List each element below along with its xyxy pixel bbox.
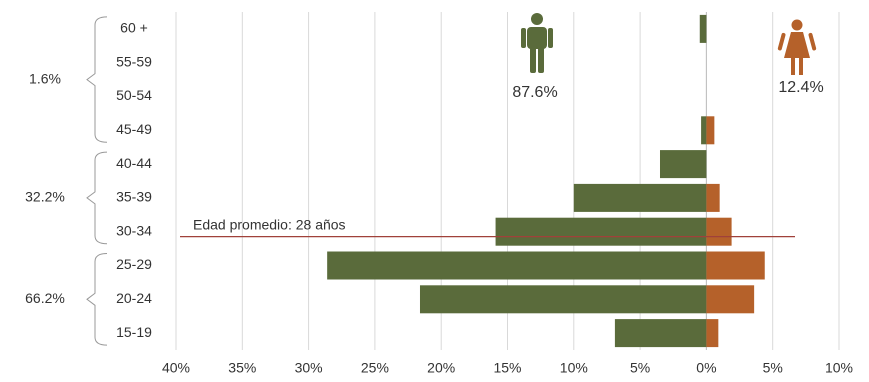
x-tick-label: 20% <box>427 360 455 376</box>
bar <box>706 183 720 212</box>
x-tick-label: 25% <box>361 360 389 376</box>
y-tick-label: 45-49 <box>116 121 152 137</box>
bar <box>327 251 707 280</box>
y-tick-label: 25-29 <box>116 256 152 272</box>
y-tick-label: 60 + <box>120 20 148 36</box>
female-icon <box>777 19 817 75</box>
male-share: 87.6% <box>512 84 557 101</box>
x-tick-label: 5% <box>763 360 783 376</box>
bar <box>701 116 707 145</box>
y-tick-label: 35-39 <box>116 189 152 205</box>
y-tick-label: 50-54 <box>116 87 152 103</box>
bar <box>706 251 765 280</box>
y-tick-label: 15-19 <box>116 324 152 340</box>
average-label: Edad promedio: 28 años <box>193 216 346 232</box>
bracket <box>86 253 108 346</box>
x-tick-label: 5% <box>630 360 650 376</box>
male-icon <box>521 13 553 73</box>
y-tick-label: 20-24 <box>116 290 152 306</box>
bar <box>419 285 707 314</box>
y-tick-label: 40-44 <box>116 155 152 171</box>
x-tick-label: 40% <box>162 360 190 376</box>
bar <box>699 14 707 43</box>
y-tick-label: 30-34 <box>116 222 152 238</box>
x-tick-label: 10% <box>560 360 588 376</box>
bar <box>706 285 755 314</box>
bar <box>706 319 719 348</box>
bar <box>573 183 707 212</box>
group-label: 32.2% <box>25 189 65 205</box>
x-tick-label: 15% <box>493 360 521 376</box>
group-label: 66.2% <box>25 290 65 306</box>
bar <box>614 319 707 348</box>
group-label: 1.6% <box>29 70 61 86</box>
x-tick-label: 10% <box>825 360 853 376</box>
bar <box>706 116 715 145</box>
bracket <box>86 151 108 245</box>
bar <box>659 150 707 179</box>
female-share: 12.4% <box>778 79 823 96</box>
bar <box>495 217 707 246</box>
x-tick-label: 0% <box>696 360 716 376</box>
x-tick-label: 35% <box>228 360 256 376</box>
bar <box>706 217 732 246</box>
bracket <box>86 16 108 143</box>
x-tick-label: 30% <box>295 360 323 376</box>
y-tick-label: 55-59 <box>116 53 152 69</box>
